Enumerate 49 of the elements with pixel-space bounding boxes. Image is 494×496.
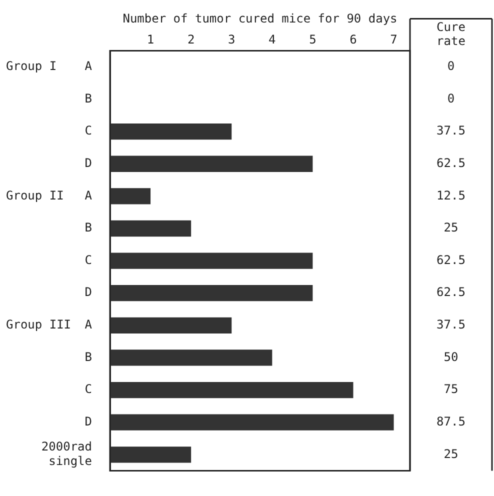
y-tick-label: A — [84, 318, 93, 332]
bar — [110, 220, 192, 237]
x-tick-label: 2 — [187, 32, 195, 47]
y-tick-label: D — [84, 414, 92, 428]
text: 25 — [444, 220, 458, 235]
text: 37.5 — [436, 124, 466, 138]
text: Group III — [6, 318, 72, 332]
x-tick-label: 3 — [228, 32, 236, 47]
text: 87.5 — [436, 414, 466, 428]
text: 62.5 — [436, 285, 466, 300]
text: 62.5 — [436, 156, 466, 170]
bar — [110, 156, 313, 172]
text: 25 — [444, 446, 458, 461]
text: 62.5 — [436, 252, 466, 267]
bar — [110, 252, 313, 269]
y-tick-label: B — [84, 350, 92, 364]
y-tick-label: C — [84, 382, 92, 396]
text: 75 — [444, 382, 458, 396]
bar — [110, 446, 192, 463]
y-tick-label: C — [84, 252, 92, 267]
bar — [110, 382, 354, 398]
y-tick-label: C — [84, 124, 92, 138]
x-tick-label: 5 — [309, 32, 316, 47]
x-axis-title: Number of tumor cured mice for 90 days — [122, 11, 398, 26]
text: 50 — [444, 350, 458, 364]
y-tick-label: B — [84, 220, 92, 235]
text: Group II — [6, 188, 64, 202]
bar — [110, 123, 232, 140]
bar — [110, 285, 313, 302]
x-tick-label: 1 — [146, 32, 154, 47]
bar — [110, 414, 394, 430]
text: 12.5 — [436, 188, 466, 202]
y-tick-label: D — [84, 156, 92, 170]
text: 0 — [447, 59, 455, 74]
x-tick-label: 4 — [268, 32, 276, 47]
y-tick-label: A — [84, 188, 93, 202]
y-tick-label: D — [84, 285, 92, 300]
bar — [110, 188, 151, 204]
bar — [110, 350, 272, 366]
text: Group I — [6, 59, 57, 74]
bar — [110, 317, 232, 334]
y-tick-label: A — [84, 59, 93, 74]
text: 37.5 — [436, 318, 466, 332]
text: Cure rate — [436, 20, 466, 48]
y-tick-label: 2000rad single — [41, 440, 92, 468]
x-tick-label: 6 — [350, 32, 357, 47]
y-tick-label: B — [84, 91, 92, 106]
text: 0 — [447, 91, 455, 106]
x-tick-label: 7 — [390, 32, 398, 47]
